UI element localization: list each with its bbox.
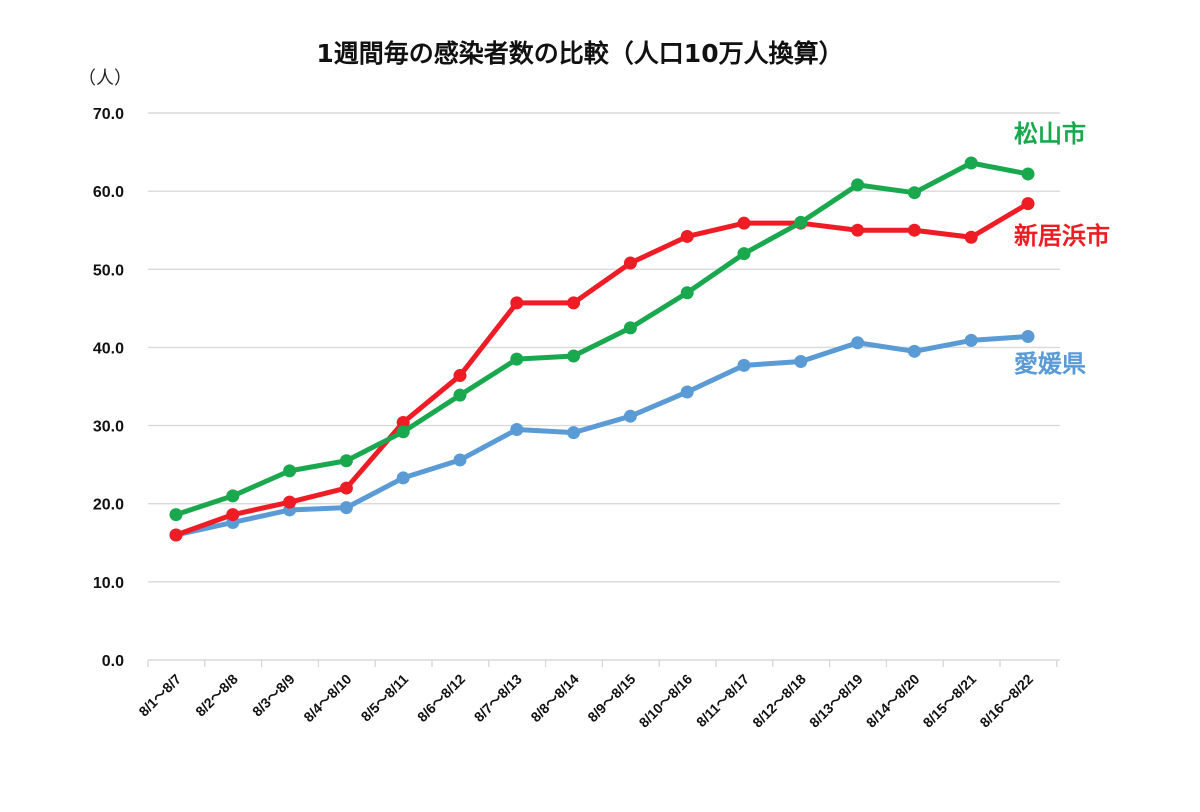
data-point [794, 215, 808, 229]
data-point [737, 358, 751, 372]
x-tick-label: 8/2～8/8 [192, 671, 241, 720]
data-point [510, 352, 524, 366]
data-point [794, 354, 808, 368]
x-tick-label: 8/13～8/19 [806, 671, 866, 731]
data-point [169, 508, 183, 522]
data-point [339, 481, 353, 495]
series-label: 愛媛県 [1014, 350, 1086, 378]
data-point [510, 296, 524, 310]
y-tick-label: 30.0 [93, 419, 124, 436]
data-point [226, 489, 240, 503]
x-tick-label: 8/14～8/20 [863, 671, 923, 731]
gridlines [148, 112, 1060, 661]
data-point [680, 229, 694, 243]
data-point [964, 333, 978, 347]
data-point [851, 223, 865, 237]
data-point [1021, 197, 1035, 211]
series-1 [169, 197, 1035, 542]
series-line [173, 333, 1031, 538]
series-labels: 愛媛県 新居浜市 松山市 [1014, 120, 1110, 378]
series-label: 松山市 [1014, 120, 1086, 148]
x-tick-label: 8/10～8/16 [636, 671, 696, 731]
data-point [680, 286, 694, 300]
y-axis-unit-label: （人） [78, 68, 132, 89]
y-tick-label: 20.0 [93, 497, 124, 514]
data-point [964, 156, 978, 170]
y-tick-label: 10.0 [93, 575, 124, 592]
x-tick-label: 8/11～8/17 [693, 671, 752, 730]
data-point [567, 349, 581, 363]
data-point [453, 388, 467, 402]
chart-title: 1週間毎の感染者数の比較（人口10万人換算） [316, 39, 843, 68]
x-tick-label: 8/12～8/18 [749, 671, 809, 731]
data-point [964, 230, 978, 244]
x-tick-label: 8/16～8/22 [976, 671, 1036, 731]
data-point [623, 256, 637, 270]
y-tick-label: 50.0 [93, 262, 124, 279]
axes: 0.010.020.030.040.050.060.070.08/1～8/7 8/… [93, 106, 1058, 731]
x-tick-label: 8/5～8/11 [358, 671, 412, 725]
data-point [510, 422, 524, 436]
data-point [226, 508, 240, 522]
data-point [283, 495, 297, 509]
x-tick-label: 8/6～8/12 [414, 671, 468, 725]
data-point [396, 415, 410, 429]
x-tick-label: 8/3～8/9 [249, 671, 298, 720]
data-point [567, 296, 581, 310]
data-point [680, 385, 694, 399]
data-point [283, 464, 297, 478]
series-0 [169, 329, 1035, 542]
x-tick-label: 8/15～8/21 [920, 671, 980, 731]
series-2 [169, 156, 1035, 522]
data-point [567, 426, 581, 440]
x-tick-label: 8/4～8/10 [300, 671, 354, 725]
series-line [173, 201, 1031, 538]
y-tick-label: 60.0 [93, 184, 124, 201]
data-point [907, 223, 921, 237]
series-lines [169, 156, 1035, 542]
y-tick-label: 70.0 [93, 106, 124, 123]
data-point [623, 409, 637, 423]
data-point [737, 216, 751, 230]
data-point [339, 454, 353, 468]
x-tick-label: 8/8～8/14 [527, 671, 581, 725]
x-tick-label: 8/7～8/13 [471, 671, 525, 725]
series-label: 新居浜市 [1014, 222, 1110, 250]
x-tick-label: 8/1～8/7 [135, 671, 184, 720]
data-point [851, 336, 865, 350]
data-point [907, 344, 921, 358]
data-point [453, 453, 467, 467]
data-point [396, 471, 410, 485]
data-point [737, 247, 751, 261]
data-point [396, 425, 410, 439]
data-point [851, 178, 865, 192]
data-point [623, 321, 637, 335]
data-point [453, 369, 467, 383]
series-line [173, 160, 1031, 518]
y-tick-label: 0.0 [102, 653, 124, 670]
data-point [169, 528, 183, 542]
y-tick-label: 40.0 [93, 340, 124, 357]
data-point [1021, 329, 1035, 343]
data-point [1021, 167, 1035, 181]
data-point [907, 186, 921, 200]
data-point [339, 501, 353, 515]
x-tick-label: 8/9～8/15 [584, 671, 638, 725]
